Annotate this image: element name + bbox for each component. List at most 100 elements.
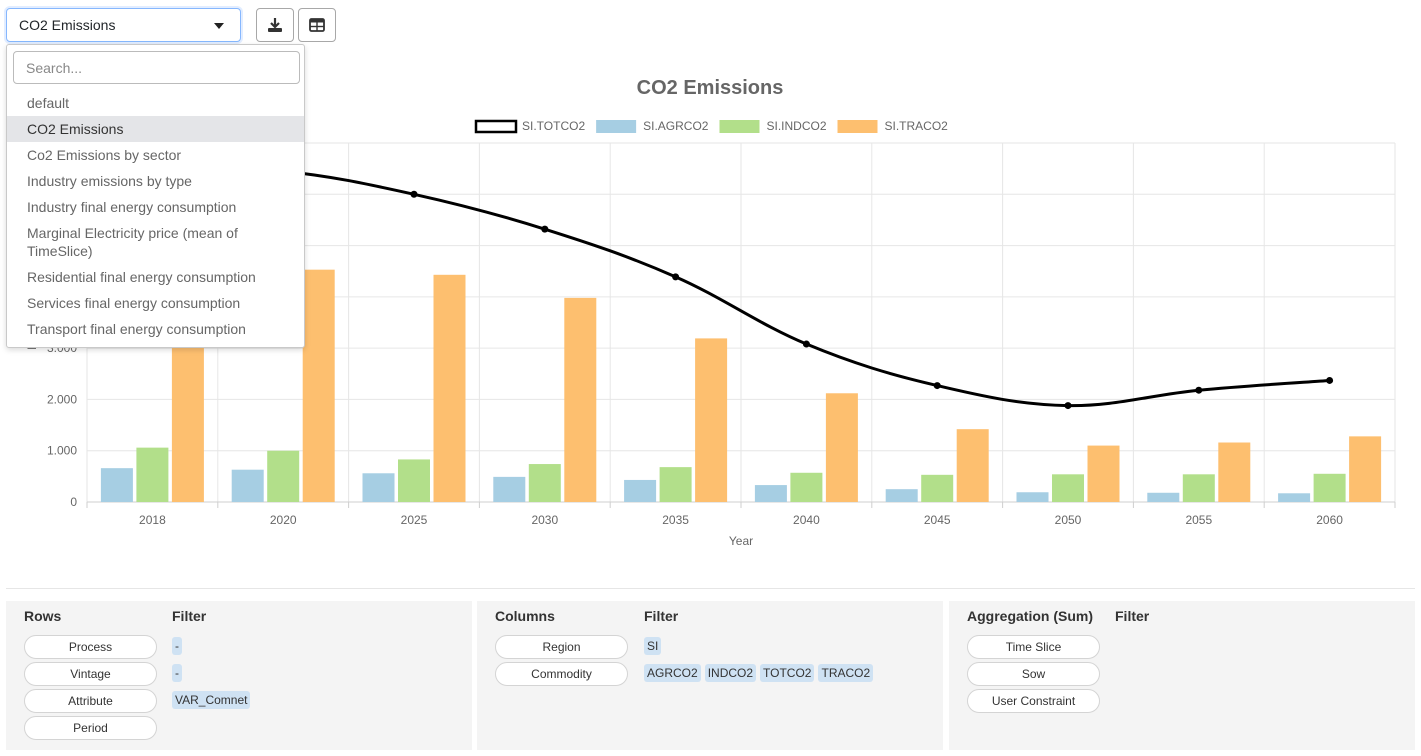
view-dropdown: default CO2 Emissions Co2 Emissions by s…	[6, 44, 305, 348]
rows-header: Rows	[24, 608, 62, 624]
bar-si-traco2	[956, 429, 989, 502]
chart-title: CO2 Emissions	[636, 77, 784, 99]
bar-si-indco2	[921, 474, 954, 502]
line-point	[933, 382, 941, 390]
filter-tag[interactable]: INDCO2	[704, 664, 757, 682]
bar-si-indco2	[136, 447, 169, 502]
line-point	[1326, 376, 1334, 384]
legend-swatch	[596, 120, 637, 133]
table-view-button[interactable]	[298, 8, 336, 42]
bar-si-traco2	[825, 393, 858, 502]
bar-si-traco2	[433, 274, 466, 502]
agg-field-time-slice[interactable]: Time Slice	[967, 635, 1100, 659]
option-default[interactable]: default	[27, 95, 70, 111]
dropdown-options: default CO2 Emissions Co2 Emissions by s…	[7, 90, 304, 342]
bar-si-agrco2	[885, 489, 918, 502]
bar-si-traco2	[1218, 442, 1251, 502]
table-icon	[309, 18, 325, 32]
x-tick-label: 2025	[401, 513, 428, 527]
bar-si-indco2	[267, 450, 300, 502]
x-tick-label: 2060	[1316, 513, 1343, 527]
legend-label: SI.TOTCO2	[522, 119, 585, 133]
option-transport-final-energy[interactable]: Transport final energy consumption	[27, 321, 246, 337]
y-tick-label: 0	[70, 495, 77, 509]
aggregation-panel: Aggregation (Sum) Filter Time Slice Sow …	[949, 601, 1415, 750]
rows-panel: Rows Filter Process Vintage Attribute Pe…	[6, 601, 472, 750]
filter-tag[interactable]: VAR_Comnet	[172, 691, 251, 709]
option-industry-final-energy[interactable]: Industry final energy consumption	[27, 199, 237, 215]
option-services-final-energy[interactable]: Services final energy consumption	[27, 295, 241, 311]
option-industry-emissions-by-type[interactable]: Industry emissions by type	[27, 173, 192, 189]
aggregation-filter-header: Filter	[1115, 608, 1150, 624]
filter-tag[interactable]: -	[172, 637, 182, 655]
bar-si-indco2	[790, 472, 823, 502]
download-icon	[268, 18, 282, 32]
download-button[interactable]	[256, 8, 294, 42]
row-field-attribute[interactable]: Attribute	[24, 689, 157, 713]
aggregation-header: Aggregation (Sum)	[967, 608, 1093, 624]
y-tick-label: 2.000	[47, 392, 77, 406]
filter-tag[interactable]: TRACO2	[818, 664, 874, 682]
bar-si-agrco2	[1147, 492, 1180, 502]
commodity-filter: AGRCO2 INDCO2 TOTCO2 TRACO2	[644, 664, 874, 682]
bar-si-agrco2	[1016, 492, 1049, 502]
legend-label: SI.TRACO2	[885, 119, 949, 133]
filter-tag[interactable]: -	[172, 664, 182, 682]
bar-si-agrco2	[231, 469, 264, 502]
bar-si-indco2	[1182, 474, 1215, 502]
x-tick-label: 2055	[1185, 513, 1212, 527]
bar-si-indco2	[1052, 474, 1084, 502]
bar-si-agrco2	[100, 468, 133, 502]
line-point	[541, 225, 549, 233]
vintage-filter: -	[172, 664, 182, 682]
line-point	[410, 190, 418, 198]
column-field-commodity[interactable]: Commodity	[495, 662, 628, 686]
filter-tag[interactable]: SI	[644, 637, 662, 655]
view-select[interactable]: CO2 Emissions	[6, 8, 241, 42]
bar-si-traco2	[695, 338, 728, 502]
bar-si-indco2	[398, 459, 430, 502]
option-marginal-electricity-price[interactable]: Marginal Electricity price (mean of Time…	[27, 225, 238, 259]
bar-si-agrco2	[624, 479, 657, 502]
option-co2-emissions[interactable]: CO2 Emissions	[7, 116, 304, 142]
bar-si-agrco2	[1278, 493, 1311, 502]
bar-si-indco2	[528, 464, 561, 502]
row-field-period[interactable]: Period	[24, 716, 157, 740]
agg-field-sow[interactable]: Sow	[967, 662, 1100, 686]
bar-si-indco2	[659, 467, 692, 502]
bar-si-traco2	[302, 269, 335, 502]
agg-field-user-constraint[interactable]: User Constraint	[967, 689, 1100, 713]
region-filter: SI	[644, 637, 662, 655]
bar-si-agrco2	[754, 485, 787, 502]
co2-emissions-chart: 01.0002.0003.000Emissions201820202025203…	[25, 119, 1396, 548]
bar-si-agrco2	[362, 473, 395, 502]
attribute-filter: VAR_Comnet	[172, 691, 251, 709]
x-tick-label: 2030	[531, 513, 558, 527]
column-field-region[interactable]: Region	[495, 635, 628, 659]
rows-filter-header: Filter	[172, 608, 207, 624]
search-input[interactable]	[13, 51, 300, 84]
option-residential-final-energy[interactable]: Residential final energy consumption	[27, 269, 256, 285]
view-select-value: CO2 Emissions	[19, 17, 116, 33]
bar-si-indco2	[1313, 473, 1346, 502]
line-si-totco2	[152, 166, 1330, 408]
bar-si-traco2	[1087, 445, 1120, 502]
row-field-vintage[interactable]: Vintage	[24, 662, 157, 686]
filter-tag[interactable]: TOTCO2	[760, 664, 815, 682]
x-axis-label: Year	[729, 534, 753, 548]
option-co2-emissions-by-sector[interactable]: Co2 Emissions by sector	[27, 147, 182, 163]
bar-si-agrco2	[493, 476, 526, 502]
caret-down-icon	[214, 23, 224, 29]
process-filter: -	[172, 637, 182, 655]
bar-si-traco2	[1349, 436, 1382, 502]
x-tick-label: 2050	[1055, 513, 1082, 527]
filter-tag[interactable]: AGRCO2	[644, 664, 701, 682]
bar-si-traco2	[564, 297, 597, 502]
legend-swatch	[474, 119, 518, 134]
x-tick-label: 2045	[924, 513, 951, 527]
x-tick-label: 2020	[270, 513, 297, 527]
x-tick-label: 2018	[139, 513, 166, 527]
legend-swatch	[719, 120, 760, 133]
columns-header: Columns	[495, 608, 555, 624]
row-field-process[interactable]: Process	[24, 635, 157, 659]
